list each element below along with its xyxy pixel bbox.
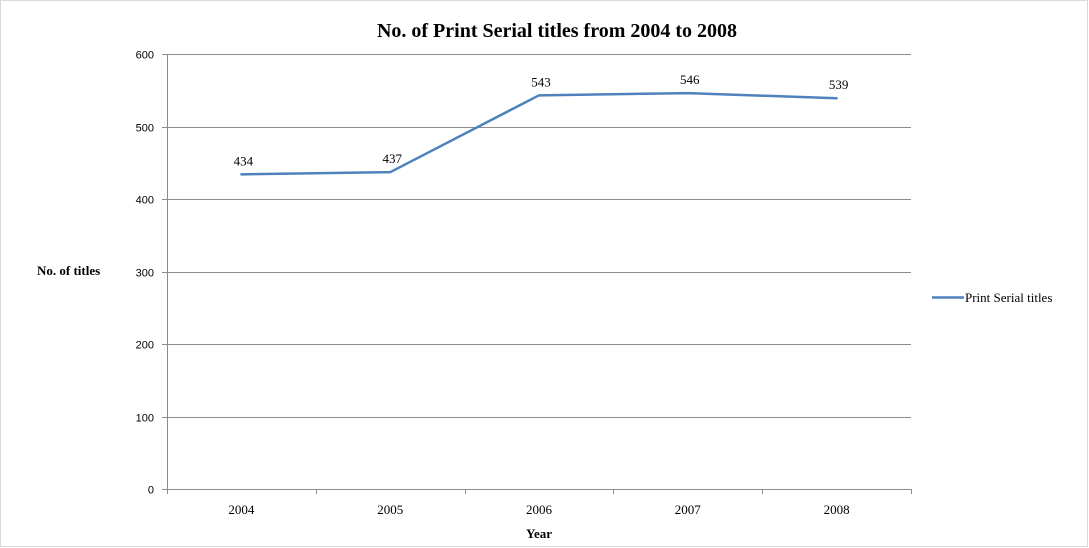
chart-title: No. of Print Serial titles from 2004 to … — [377, 20, 737, 42]
data-label: 434 — [234, 153, 254, 168]
y-tick-label: 100 — [136, 413, 154, 425]
y-tick-label: 500 — [136, 123, 154, 135]
gridlines — [167, 54, 911, 418]
data-label: 539 — [829, 77, 849, 92]
series-line-0 — [240, 91, 838, 176]
y-axis-title: No. of titles — [37, 263, 100, 278]
legend: Print Serial titles — [932, 290, 1052, 305]
x-tick-labels: 2004 2005 2006 2007 2008 — [228, 502, 849, 517]
y-tick-label: 300 — [136, 268, 154, 280]
x-tick-label: 2008 — [824, 502, 850, 517]
legend-label: Print Serial titles — [965, 290, 1052, 305]
x-tick-label: 2004 — [228, 502, 255, 517]
x-tick-label: 2005 — [377, 502, 403, 517]
x-axis-title: Year — [526, 526, 552, 541]
data-labels: 434 437 543 546 539 — [234, 72, 849, 168]
y-tick-label: 600 — [136, 50, 154, 62]
y-tick-label: 200 — [136, 340, 154, 352]
x-tick-label: 2006 — [526, 502, 553, 517]
x-tick-label: 2007 — [675, 502, 702, 517]
axes — [162, 54, 912, 494]
data-label: 546 — [680, 72, 700, 87]
data-label: 437 — [382, 151, 402, 166]
series-lines — [240, 91, 838, 176]
data-label: 543 — [531, 74, 551, 89]
y-tick-labels: 0 100 200 300 400 500 600 — [136, 50, 154, 497]
y-tick-label: 400 — [136, 195, 154, 207]
y-tick-label: 0 — [148, 485, 154, 497]
